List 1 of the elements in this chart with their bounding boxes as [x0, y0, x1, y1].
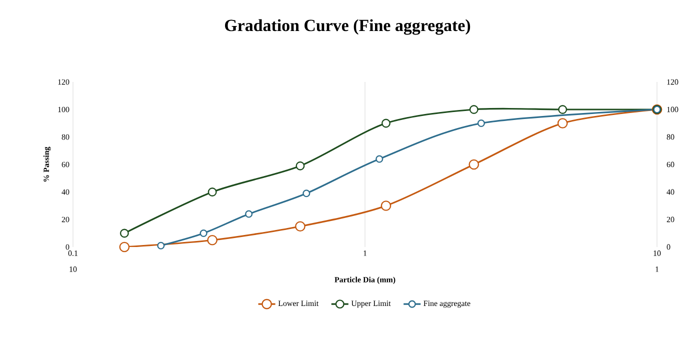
chart-title: Gradation Curve (Fine aggregate) [225, 19, 470, 35]
